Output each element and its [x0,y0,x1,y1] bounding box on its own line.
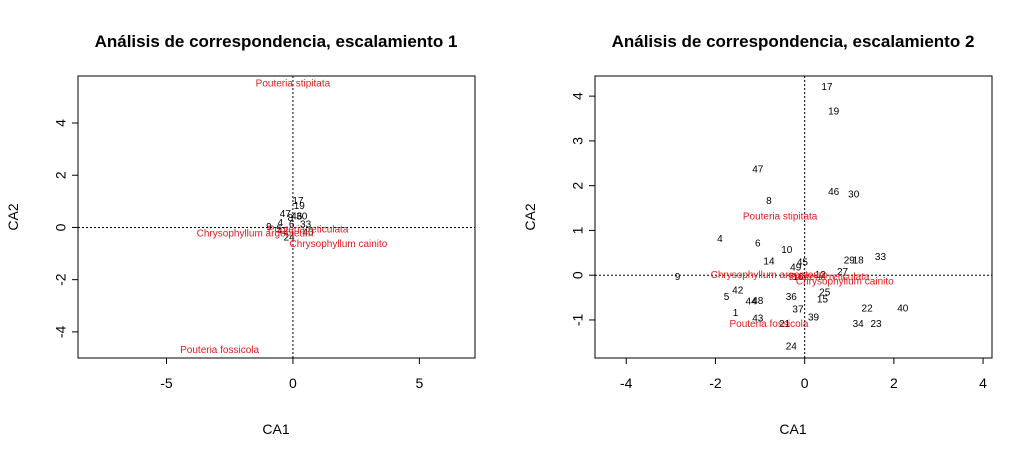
site-label: 8 [288,213,294,224]
site-label: 30 [296,212,308,223]
y-tick-label: 0 [53,223,69,231]
site-label: 4 [717,234,723,245]
y-tick-label: -2 [53,273,69,286]
site-label: 17 [292,196,304,207]
site-label: 9 [675,272,681,283]
site-label: 6 [289,219,295,230]
y-tick-label: 2 [53,171,69,179]
x-tick-label: 0 [289,375,297,391]
site-label: 33 [300,219,312,230]
site-label: 42 [732,285,744,296]
species-label: Chrysophyllum argenteum [197,229,314,240]
site-label: 46 [291,212,303,223]
site-label: 15 [817,294,829,305]
plot-frame [77,75,476,359]
species-label: Chrysophyllum cainito [290,239,388,250]
y-tick-label: -4 [53,325,69,338]
y-axis-label: CA2 [5,203,21,230]
site-label: 22 [862,303,874,314]
chart-title: Análisis de correspondencia, escalamient… [95,32,458,51]
y-tick-label: 1 [570,226,586,234]
site-label: 14 [763,256,775,267]
site-label: 44 [746,297,758,308]
x-tick-label: -2 [709,375,722,391]
site-label: 46 [828,187,840,198]
y-tick-label: 3 [570,137,586,145]
species-label: Chrysophyllum cainito [796,277,894,288]
site-label: 16 [792,272,804,283]
site-label: 48 [752,296,764,307]
site-label: 19 [828,106,840,117]
x-axis-label: CA1 [262,421,289,437]
site-label: 6 [755,238,761,249]
panel-scaling-1: Análisis de correspondencia, escalamient… [5,32,476,437]
site-label: 19 [294,201,306,212]
site-label: 49 [790,263,802,274]
site-label: 45 [797,257,809,268]
site-label: 4 [278,218,284,229]
site-label: 9 [266,222,272,233]
species-label: Pouteria fossicola [180,345,259,356]
site-label: 24 [786,341,798,352]
y-tick-label: 0 [570,271,586,279]
site-label: 34 [853,319,865,330]
site-label: 43 [752,314,764,325]
site-label: 36 [786,292,798,303]
x-tick-label: 5 [415,375,423,391]
site-label: 27 [837,267,849,278]
site-label: 23 [870,319,882,330]
site-label: 25 [819,288,831,299]
y-tick-label: 2 [570,182,586,190]
x-tick-label: 2 [890,375,898,391]
site-label: 30 [848,189,860,200]
site-label: 39 [808,312,820,323]
site-label: 1 [733,308,739,319]
species-label: Pouteria reticulata [789,272,870,283]
y-tick-label: -1 [570,314,586,327]
plot-frame [594,75,993,359]
site-label: 8 [766,196,772,207]
site-label: 18 [853,256,865,267]
site-label: 12 [815,270,827,281]
site-label: 42 [277,226,289,237]
site-label: 5 [724,292,730,303]
panel-scaling-2: Análisis de correspondencia, escalamient… [522,32,993,437]
site-label: 21 [779,319,791,330]
y-tick-label: 4 [53,119,69,127]
site-label: 29 [844,256,856,267]
site-label: 5 [276,225,282,236]
x-tick-label: 4 [979,375,987,391]
species-label: Pouteria stipitata [256,78,331,89]
site-label: 40 [303,227,315,238]
site-label: 37 [792,305,804,316]
species-label: Pouteria reticulata [268,225,349,236]
site-label: 33 [875,252,887,263]
site-label: 47 [752,165,764,176]
site-label: 40 [897,303,909,314]
site-label: 24 [284,233,296,244]
site-label: 10 [781,245,793,256]
y-axis-label: CA2 [522,203,538,230]
chart-title: Análisis de correspondencia, escalamient… [612,32,975,51]
y-tick-label: 4 [570,92,586,100]
x-tick-label: 0 [801,375,809,391]
species-label: Chrysophyllum argenteum [711,270,828,281]
species-label: Pouteria fossicola [729,319,808,330]
x-tick-label: -4 [620,375,633,391]
site-label: 47 [280,209,292,220]
site-label: 17 [821,82,833,93]
x-tick-label: -5 [160,375,173,391]
x-axis-label: CA1 [779,421,806,437]
species-label: Pouteria stipitata [743,212,818,223]
